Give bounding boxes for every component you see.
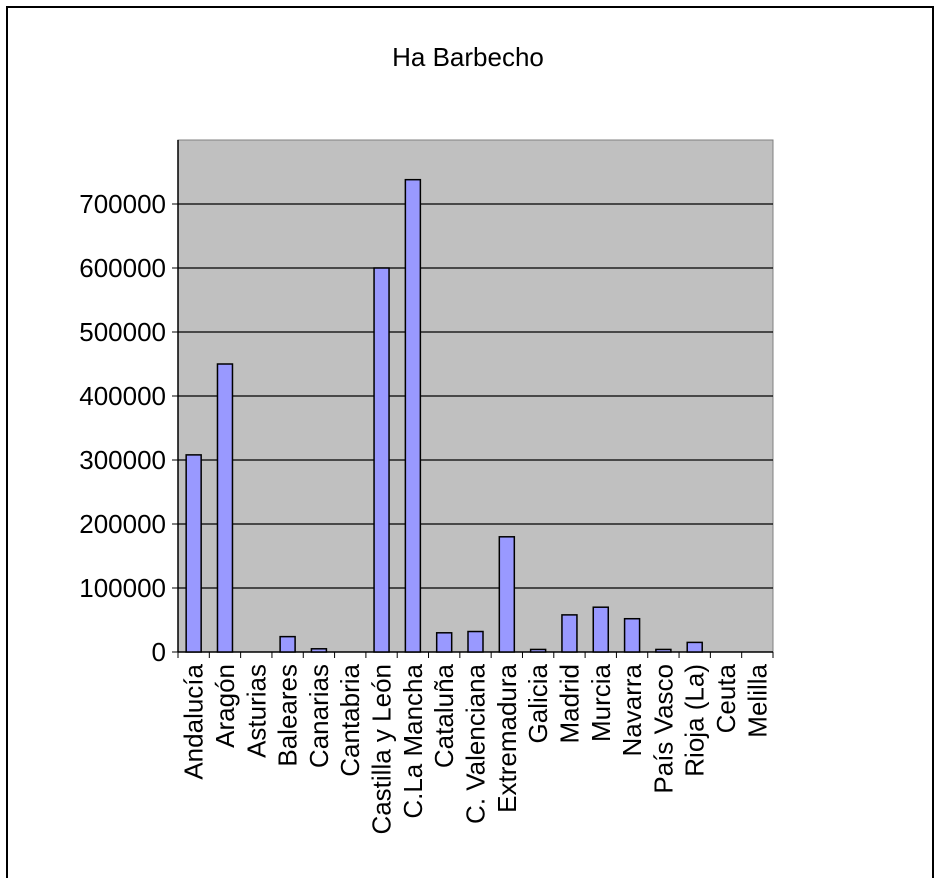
y-tick-label: 700000 [79,189,166,219]
x-category-label: Murcia [586,663,616,742]
bar-11 [529,648,547,653]
x-category-label: Aragón [210,664,240,748]
bar-13 [592,606,610,653]
y-tick-label: 400000 [79,381,166,411]
bar-9 [467,630,484,653]
x-category-label: Cataluña [429,663,459,768]
x-category-label: Castilla y León [367,664,397,835]
bar-3 [279,635,296,653]
y-tick-label: 100000 [79,573,166,603]
x-category-label: Melilla [742,663,772,737]
x-category-label: Baleares [273,664,303,767]
x-category-label: Ceuta [711,663,741,733]
x-category-label: Navarra [617,663,647,756]
bar-6 [373,267,390,653]
bar-0 [185,454,202,653]
bar-16 [686,641,703,653]
x-category-label: Canarias [304,664,334,768]
x-category-label: Asturias [241,664,271,758]
x-category-label: Rioja (La) [680,664,710,777]
y-tick-label: 500000 [79,317,166,347]
bar-10 [498,536,516,653]
bar-15 [655,648,672,653]
chart-title: Ha Barbecho [392,42,544,72]
x-category-label: C.La Mancha [398,663,428,818]
bar-14 [623,617,641,653]
bar-12 [561,614,578,653]
plot-area: 0 100000 200000 300000 400000 500000 600000 700… [79,139,774,835]
x-category-label: Extremadura [492,663,522,812]
bar-7 [404,178,422,653]
y-tick-label: 0 [152,637,166,667]
x-category-label: Madrid [554,664,584,743]
y-tick-label: 200000 [79,509,166,539]
x-category-label: Andalucía [179,663,209,779]
bar-1 [216,363,234,653]
y-tick-label: 600000 [79,253,166,283]
x-category-label: Galicia [523,663,553,743]
y-tick-label: 300000 [79,445,166,475]
bar-4 [310,648,328,653]
x-category-label: Cantabria [335,663,365,776]
bar-8 [435,632,453,653]
x-category-label: C. Valenciana [461,663,491,823]
x-category-label: País Vasco [648,664,678,794]
